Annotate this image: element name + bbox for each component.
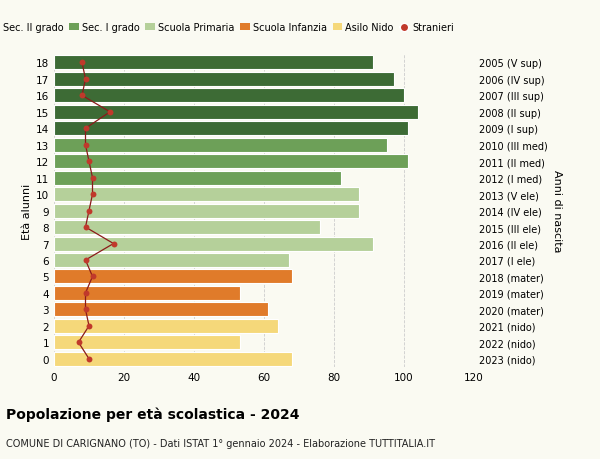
Bar — [54, 155, 407, 169]
Bar — [54, 73, 394, 87]
Bar — [54, 56, 373, 70]
Point — [80, 224, 91, 231]
Legend: Sec. II grado, Sec. I grado, Scuola Primaria, Scuola Infanzia, Asilo Nido, Stran: Sec. II grado, Sec. I grado, Scuola Prim… — [0, 19, 458, 37]
Point — [80, 290, 91, 297]
Bar — [54, 139, 386, 152]
Point — [80, 306, 91, 313]
Bar — [54, 303, 268, 317]
Point — [109, 241, 118, 248]
Point — [80, 125, 91, 133]
Point — [88, 174, 97, 182]
Bar — [54, 237, 373, 251]
Point — [80, 142, 91, 149]
Point — [84, 323, 94, 330]
Bar — [54, 352, 292, 366]
Point — [88, 273, 97, 280]
Bar — [54, 336, 239, 350]
Point — [84, 207, 94, 215]
Point — [88, 191, 97, 198]
Bar — [54, 188, 359, 202]
Y-axis label: Anni di nascita: Anni di nascita — [551, 170, 562, 252]
Bar — [54, 286, 239, 300]
Text: Popolazione per età scolastica - 2024: Popolazione per età scolastica - 2024 — [6, 406, 299, 421]
Bar — [54, 221, 320, 235]
Bar — [54, 89, 404, 103]
Y-axis label: Età alunni: Età alunni — [22, 183, 32, 239]
Bar — [54, 253, 289, 268]
Bar — [54, 204, 359, 218]
Point — [74, 339, 83, 346]
Point — [84, 158, 94, 166]
Point — [80, 76, 91, 84]
Bar — [54, 319, 278, 333]
Bar — [54, 270, 292, 284]
Bar — [54, 122, 407, 136]
Point — [105, 109, 115, 116]
Point — [77, 60, 87, 67]
Point — [77, 92, 87, 100]
Point — [80, 257, 91, 264]
Point — [84, 355, 94, 363]
Bar — [54, 106, 418, 119]
Text: COMUNE DI CARIGNANO (TO) - Dati ISTAT 1° gennaio 2024 - Elaborazione TUTTITALIA.: COMUNE DI CARIGNANO (TO) - Dati ISTAT 1°… — [6, 438, 435, 448]
Bar — [54, 171, 341, 185]
